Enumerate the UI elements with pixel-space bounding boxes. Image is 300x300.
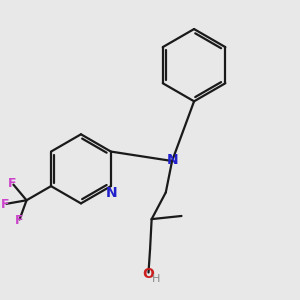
Text: H: H	[152, 274, 160, 284]
Text: N: N	[167, 153, 178, 167]
Text: F: F	[15, 214, 23, 227]
Text: O: O	[142, 267, 154, 281]
Text: F: F	[8, 177, 17, 190]
Text: F: F	[1, 197, 10, 211]
Text: N: N	[106, 186, 118, 200]
